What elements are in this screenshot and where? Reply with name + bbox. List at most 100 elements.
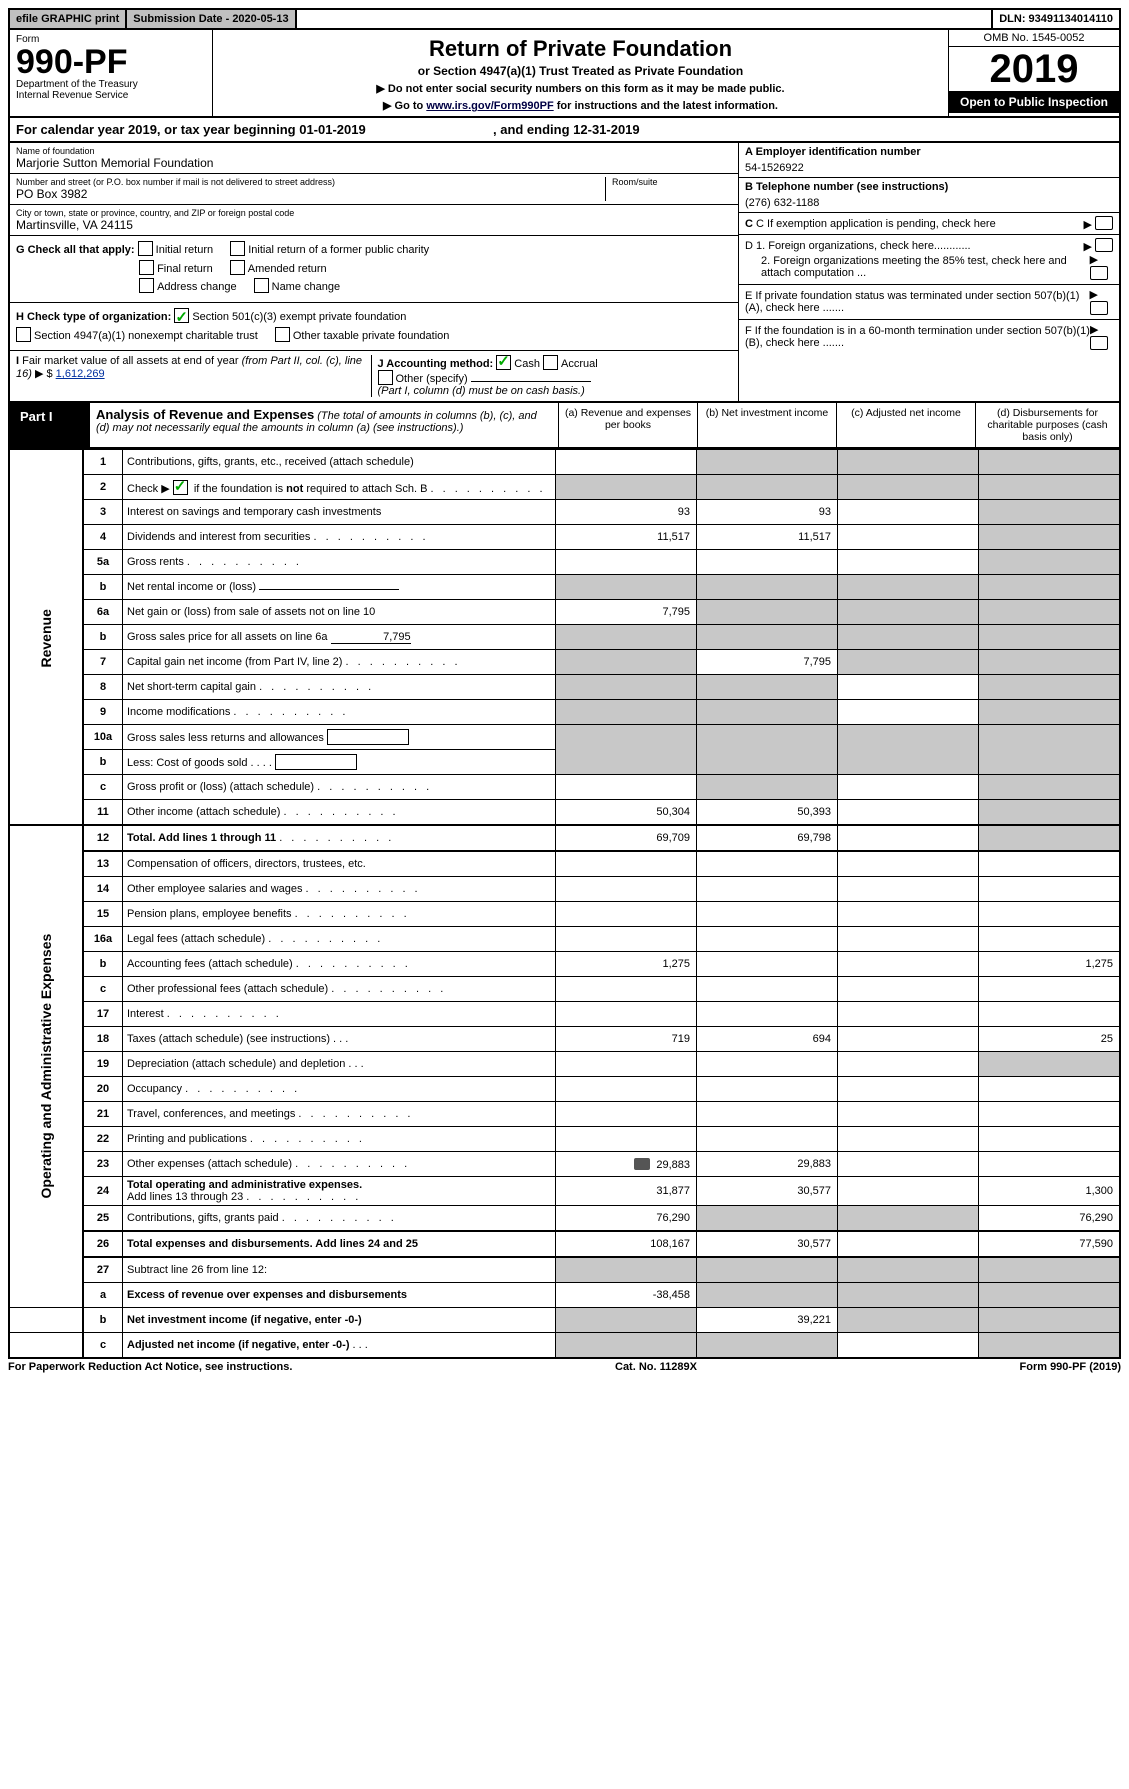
cb-accrual[interactable]: Accrual: [543, 358, 598, 370]
section-e: E If private foundation status was termi…: [739, 285, 1119, 320]
cb-initial[interactable]: Initial return: [138, 241, 213, 260]
topbar: efile GRAPHIC print Submission Date - 20…: [8, 8, 1121, 30]
row-27a: aExcess of revenue over expenses and dis…: [9, 1283, 1120, 1308]
col-b: (b) Net investment income: [697, 403, 836, 447]
cb-d1[interactable]: [1095, 238, 1113, 252]
cb-final[interactable]: Final return: [139, 260, 213, 279]
col-d: (d) Disbursements for charitable purpose…: [975, 403, 1119, 447]
row-3: 3Interest on savings and temporary cash …: [9, 500, 1120, 525]
instr-2: ▶ Go to www.irs.gov/Form990PF for instru…: [219, 99, 942, 112]
row-6a: 6aNet gain or (loss) from sale of assets…: [9, 600, 1120, 625]
entity-block: Name of foundation Marjorie Sutton Memor…: [8, 143, 1121, 403]
cb-initial-former[interactable]: Initial return of a former public charit…: [230, 241, 429, 260]
cb-c[interactable]: [1095, 216, 1113, 230]
row-27c: cAdjusted net income (if negative, enter…: [9, 1333, 1120, 1359]
header-center: Return of Private Foundation or Section …: [213, 30, 949, 116]
footer: For Paperwork Reduction Act Notice, see …: [8, 1361, 1121, 1373]
footer-right: Form 990-PF (2019): [1020, 1361, 1122, 1373]
form-title: Return of Private Foundation: [219, 36, 942, 62]
section-ij: I Fair market value of all assets at end…: [10, 351, 738, 401]
part1-table: Revenue 1Contributions, gifts, grants, e…: [8, 449, 1121, 1359]
dln: DLN: 93491134014110: [991, 10, 1119, 28]
foundation-name: Marjorie Sutton Memorial Foundation: [16, 156, 732, 170]
row-21: 21Travel, conferences, and meetings: [9, 1102, 1120, 1127]
row-19: 19Depreciation (attach schedule) and dep…: [9, 1052, 1120, 1077]
cb-cash[interactable]: Cash: [496, 358, 540, 370]
form-header: Form 990-PF Department of the Treasury I…: [8, 30, 1121, 118]
efile-label[interactable]: efile GRAPHIC print: [10, 10, 127, 28]
col-a: (a) Revenue and expenses per books: [558, 403, 697, 447]
cb-e[interactable]: [1090, 301, 1108, 315]
address-block: Number and street (or P.O. box number if…: [10, 174, 738, 205]
part1-label: Part I: [10, 403, 90, 447]
cb-address-change[interactable]: Address change: [139, 278, 237, 297]
row-11: 11Other income (attach schedule) 50,3045…: [9, 800, 1120, 826]
cb-501c3[interactable]: Section 501(c)(3) exempt private foundat…: [174, 308, 406, 327]
city-block: City or town, state or province, country…: [10, 205, 738, 236]
row-24: 24Total operating and administrative exp…: [9, 1177, 1120, 1206]
row-15: 15Pension plans, employee benefits: [9, 902, 1120, 927]
irs: Internal Revenue Service: [16, 90, 206, 101]
phone-block: B Telephone number (see instructions) (2…: [739, 178, 1119, 213]
row-16a: 16aLegal fees (attach schedule): [9, 927, 1120, 952]
row-26: 26Total expenses and disbursements. Add …: [9, 1231, 1120, 1257]
cb-4947[interactable]: Section 4947(a)(1) nonexempt charitable …: [16, 327, 258, 346]
instr-1: ▶ Do not enter social security numbers o…: [219, 82, 942, 95]
row-17: 17Interest: [9, 1002, 1120, 1027]
cb-f[interactable]: [1090, 336, 1108, 350]
j-note: (Part I, column (d) must be on cash basi…: [378, 385, 585, 397]
foundation-name-block: Name of foundation Marjorie Sutton Memor…: [10, 143, 738, 174]
row-6b: bGross sales price for all assets on lin…: [9, 625, 1120, 650]
row-10c: cGross profit or (loss) (attach schedule…: [9, 775, 1120, 800]
footer-mid: Cat. No. 11289X: [615, 1361, 697, 1373]
row-4: 4Dividends and interest from securities …: [9, 525, 1120, 550]
row-1: Revenue 1Contributions, gifts, grants, e…: [9, 450, 1120, 475]
section-f: F If the foundation is in a 60-month ter…: [739, 320, 1119, 354]
section-g: G Check all that apply: Initial return I…: [10, 236, 738, 303]
city: Martinsville, VA 24115: [16, 218, 732, 232]
cb-other-taxable[interactable]: Other taxable private foundation: [275, 327, 450, 346]
form-number: 990-PF: [16, 45, 206, 79]
address: PO Box 3982: [16, 187, 605, 201]
footer-left: For Paperwork Reduction Act Notice, see …: [8, 1361, 292, 1373]
ein: 54-1526922: [745, 158, 1113, 174]
open-public: Open to Public Inspection: [949, 91, 1119, 113]
header-left: Form 990-PF Department of the Treasury I…: [10, 30, 213, 116]
side-revenue: Revenue: [9, 450, 83, 826]
row-7: 7Capital gain net income (from Part IV, …: [9, 650, 1120, 675]
row-22: 22Printing and publications: [9, 1127, 1120, 1152]
fmv-value: 1,612,269: [56, 368, 105, 380]
cb-name-change[interactable]: Name change: [254, 278, 341, 297]
row-16c: cOther professional fees (attach schedul…: [9, 977, 1120, 1002]
cb-other-method[interactable]: Other (specify): [378, 373, 468, 385]
tax-year: 2019: [949, 47, 1119, 91]
cb-schb[interactable]: [173, 480, 188, 495]
cb-d2[interactable]: [1090, 266, 1108, 280]
row-12: Operating and Administrative Expenses 12…: [9, 825, 1120, 851]
section-c: C C If exemption application is pending,…: [739, 213, 1119, 235]
row-5a: 5aGross rents: [9, 550, 1120, 575]
col-c: (c) Adjusted net income: [836, 403, 975, 447]
form-subtitle: or Section 4947(a)(1) Trust Treated as P…: [219, 64, 942, 78]
attachment-icon[interactable]: [634, 1158, 650, 1170]
dept: Department of the Treasury: [16, 79, 206, 90]
part1-header: Part I Analysis of Revenue and Expenses …: [8, 403, 1121, 449]
section-h: H Check type of organization: Section 50…: [10, 303, 738, 351]
row-13: 13Compensation of officers, directors, t…: [9, 851, 1120, 877]
row-5b: bNet rental income or (loss): [9, 575, 1120, 600]
cb-amended[interactable]: Amended return: [230, 260, 327, 279]
row-9: 9Income modifications: [9, 700, 1120, 725]
header-right: OMB No. 1545-0052 2019 Open to Public In…: [949, 30, 1119, 116]
row-23: 23Other expenses (attach schedule) 29,88…: [9, 1152, 1120, 1177]
row-8: 8Net short-term capital gain: [9, 675, 1120, 700]
calendar-row: For calendar year 2019, or tax year begi…: [8, 118, 1121, 143]
side-expenses: Operating and Administrative Expenses: [9, 825, 83, 1308]
omb: OMB No. 1545-0052: [949, 30, 1119, 47]
row-18: 18Taxes (attach schedule) (see instructi…: [9, 1027, 1120, 1052]
row-2: 2Check ▶ if the foundation is not requir…: [9, 475, 1120, 500]
row-27: 27Subtract line 26 from line 12:: [9, 1257, 1120, 1283]
submission-date: Submission Date - 2020-05-13: [127, 10, 296, 28]
irs-link[interactable]: www.irs.gov/Form990PF: [426, 100, 553, 112]
section-d: D 1. Foreign organizations, check here..…: [739, 235, 1119, 285]
ein-block: A Employer identification number 54-1526…: [739, 143, 1119, 178]
